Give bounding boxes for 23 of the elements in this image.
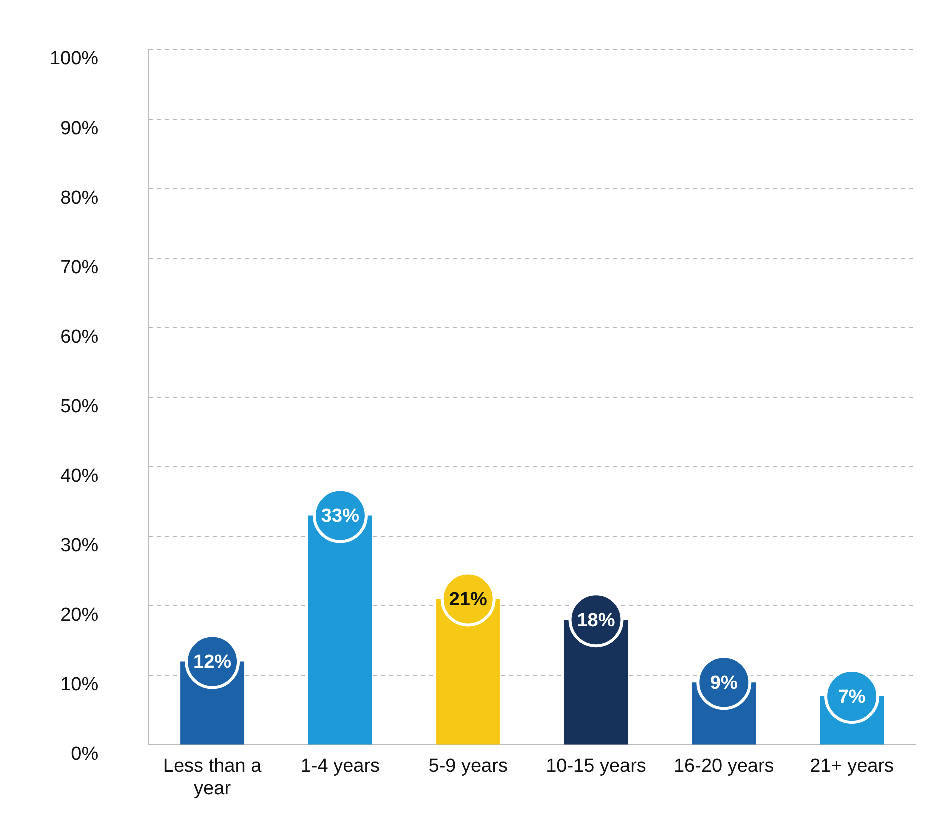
- y-tick-label: 30%: [60, 535, 99, 556]
- x-tick-label: 10-15 years: [546, 756, 646, 777]
- y-tick-label: 40%: [60, 466, 99, 487]
- x-tick-label: 5-9 years: [428, 756, 508, 777]
- y-tick-label: 10%: [60, 674, 99, 696]
- x-tick-label: Less than a year: [163, 756, 262, 800]
- x-tick-label: 16-20 years: [674, 756, 774, 777]
- y-tick-label: 60%: [60, 326, 99, 348]
- data-label: 18%: [577, 610, 616, 632]
- y-tick-label: 90%: [60, 118, 99, 140]
- y-tick-label: 70%: [60, 257, 99, 278]
- x-tick-label: 21+ years: [810, 756, 894, 777]
- data-label: 12%: [194, 652, 232, 674]
- y-tick-label: 50%: [60, 396, 99, 418]
- x-tick-label: 1-4 years: [300, 756, 380, 777]
- y-tick-label: 80%: [60, 188, 99, 209]
- data-label: 7%: [838, 686, 866, 708]
- y-tick-label: 20%: [60, 604, 99, 626]
- y-tick-label: 0%: [71, 744, 99, 765]
- data-label: 21%: [449, 589, 488, 610]
- y-tick-label: 100%: [50, 48, 99, 70]
- data-label: 9%: [710, 672, 738, 694]
- data-label: 33%: [321, 506, 360, 528]
